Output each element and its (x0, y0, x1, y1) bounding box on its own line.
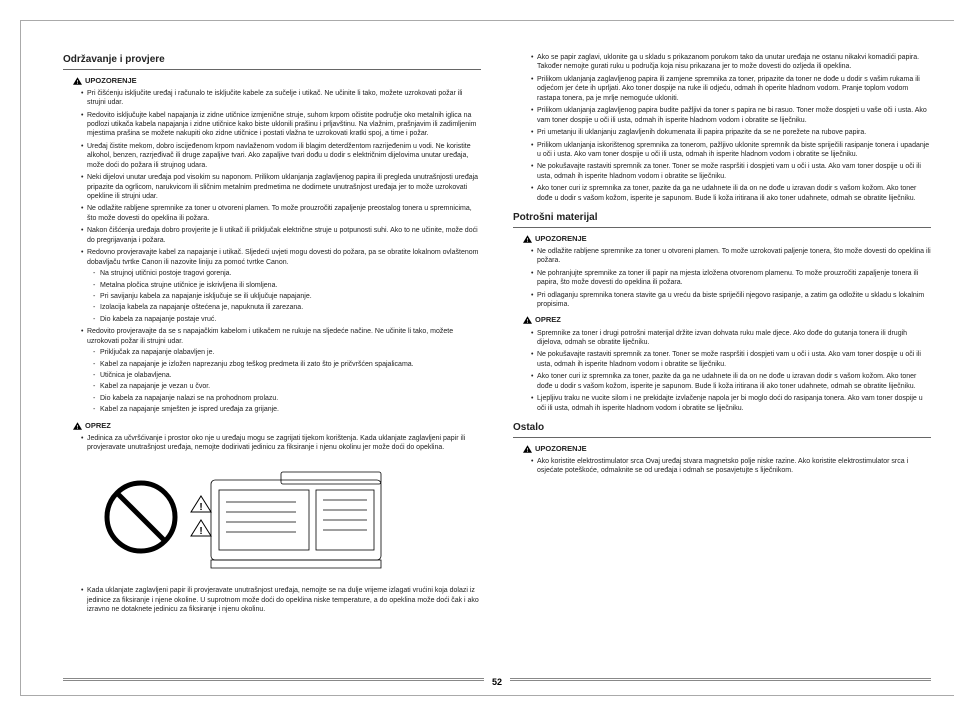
orphan-list: Ako se papir zaglavi, uklonite ga u skla… (513, 53, 931, 203)
warning-label: ! UPOZORENJE (523, 444, 931, 454)
list-item-text: Redovno provjeravajte kabel za napajanje… (87, 249, 478, 265)
sub-list: Priključak za napajanje olabavljen je. K… (87, 348, 481, 415)
warning-list: Ako koristite elektrostimulator srca Ova… (513, 457, 931, 476)
list-item: Redovito provjeravajte da se s napajački… (81, 327, 481, 415)
list-item: Ako se papir zaglavi, uklonite ga u skla… (531, 53, 931, 72)
page-number: 52 (484, 677, 510, 687)
left-column: Održavanje i provjere ! UPOZORENJE Pri č… (63, 53, 481, 667)
warning-icon: ! (523, 445, 532, 453)
warning-icon: ! (523, 316, 532, 324)
list-item: Pri odlaganju spremnika tonera stavite g… (531, 291, 931, 310)
caution-text: OPREZ (85, 421, 111, 431)
caution-list: Jedinica za učvršćivanje i prostor oko n… (63, 434, 481, 453)
list-item: Ne odlažite rabljene spremnike za toner … (81, 204, 481, 223)
right-column: Ako se papir zaglavi, uklonite ga u skla… (513, 53, 931, 667)
list-item: Prilikom uklanjanja iskorištenog spremni… (531, 141, 931, 160)
list-item: Ako toner curi iz spremnika za toner, pa… (531, 372, 931, 391)
list-item: Prilikom uklanjanja zaglavljenog papira … (531, 75, 931, 103)
list-item: Neki dijelovi unutar uređaja pod visokim… (81, 173, 481, 201)
caution-list: Spremnike za toner i drugi potrošni mate… (513, 329, 931, 414)
list-item: Ne pokušavajte rastaviti spremnik za ton… (531, 350, 931, 369)
list-item: Redovito isključujte kabel napajanja iz … (81, 111, 481, 139)
svg-text:!: ! (199, 526, 202, 537)
sub-item: Izolacija kabela za napajanje oštećena j… (93, 303, 481, 312)
section-title: Potrošni materijal (513, 211, 931, 228)
list-item: Pri umetanju ili uklanjanju zaglavljenih… (531, 128, 931, 137)
list-item: Pri čišćenju isključite uređaj i računal… (81, 89, 481, 108)
list-item: Spremnike za toner i drugi potrošni mate… (531, 329, 931, 348)
list-item: Nakon čišćenja uređaja dobro provjerite … (81, 226, 481, 245)
sub-item: Kabel za napajanje smješten je ispred ur… (93, 405, 481, 414)
warning-icon: ! (523, 235, 532, 243)
printer-illustration: ! ! (91, 462, 401, 577)
warning-text: UPOZORENJE (85, 76, 137, 86)
list-item: Jedinica za učvršćivanje i prostor oko n… (81, 434, 481, 453)
svg-text:!: ! (77, 425, 79, 430)
sub-item: Na strujnoj utičnici postoje tragovi gor… (93, 269, 481, 278)
section-title: Ostalo (513, 421, 931, 438)
list-item-text: Redovito provjeravajte da se s napajački… (87, 328, 453, 344)
list-item: Redovno provjeravajte kabel za napajanje… (81, 248, 481, 324)
sub-item: Kabel za napajanje je izložen naprezanju… (93, 360, 481, 369)
caution-list-cont: Kada uklanjate zaglavljeni papir ili pro… (63, 586, 481, 614)
svg-text:!: ! (527, 448, 529, 453)
sub-item: Pri savijanju kabela za napajanje isklju… (93, 292, 481, 301)
list-item: Ne pokušavajte rastaviti spremnik za ton… (531, 162, 931, 181)
manual-page: Održavanje i provjere ! UPOZORENJE Pri č… (20, 20, 954, 696)
sub-item: Kabel za napajanje je vezan u čvor. (93, 382, 481, 391)
list-item: Ne pohranjujte spremnike za toner ili pa… (531, 269, 931, 288)
warning-label: ! UPOZORENJE (523, 234, 931, 244)
warning-list: Ne odlažite rabljene spremnike za toner … (513, 247, 931, 310)
warning-text: UPOZORENJE (535, 234, 587, 244)
list-item: Kada uklanjate zaglavljeni papir ili pro… (81, 586, 481, 614)
sub-item: Metalna pločica strujne utičnice je iskr… (93, 281, 481, 290)
warning-label: ! UPOZORENJE (73, 76, 481, 86)
svg-text:!: ! (527, 319, 529, 324)
list-item: Ljepljivu traku ne vucite silom i ne pre… (531, 394, 931, 413)
list-item: Uređaj čistite mekom, dobro iscijeđenom … (81, 142, 481, 170)
warning-text: UPOZORENJE (535, 444, 587, 454)
svg-text:!: ! (77, 80, 79, 85)
svg-text:!: ! (199, 502, 202, 513)
caution-label: ! OPREZ (523, 315, 931, 325)
list-item: Ako toner curi iz spremnika za toner, pa… (531, 184, 931, 203)
sub-item: Dio kabela za napajanje nalazi se na pro… (93, 394, 481, 403)
section-title: Održavanje i provjere (63, 53, 481, 70)
warning-icon: ! (73, 77, 82, 85)
sub-item: Priključak za napajanje olabavljen je. (93, 348, 481, 357)
list-item: Ako koristite elektrostimulator srca Ova… (531, 457, 931, 476)
caution-label: ! OPREZ (73, 421, 481, 431)
list-item: Prilikom uklanjanja zaglavljenog papira … (531, 106, 931, 125)
svg-text:!: ! (527, 238, 529, 243)
sub-item: Dio kabela za napajanje postaje vruć. (93, 315, 481, 324)
sub-list: Na strujnoj utičnici postoje tragovi gor… (87, 269, 481, 324)
caution-text: OPREZ (535, 315, 561, 325)
sub-item: Utičnica je olabavljena. (93, 371, 481, 380)
warning-list: Pri čišćenju isključite uređaj i računal… (63, 89, 481, 415)
warning-icon: ! (73, 422, 82, 430)
list-item: Ne odlažite rabljene spremnike za toner … (531, 247, 931, 266)
